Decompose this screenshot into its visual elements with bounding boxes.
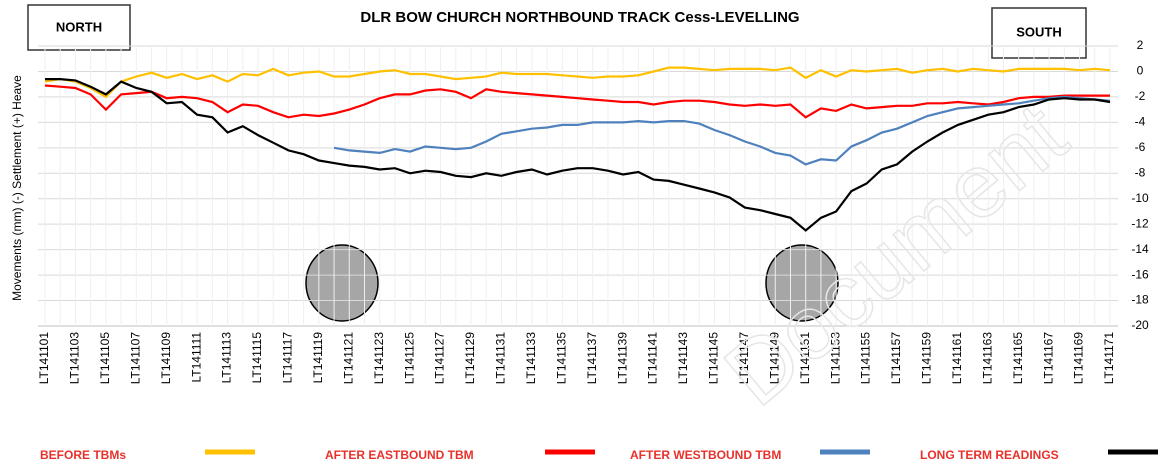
x-tick-label: LT141159 <box>920 332 934 385</box>
x-tick-label: LT141147 <box>737 332 751 385</box>
legend-label: BEFORE TBMs <box>40 448 126 462</box>
x-tick-label: LT141143 <box>676 332 690 385</box>
x-tick-label: LT141153 <box>828 332 842 385</box>
x-tick-label: LT141151 <box>798 332 812 385</box>
x-tick-label: LT141155 <box>859 332 873 385</box>
x-tick-label: LT141121 <box>341 332 355 385</box>
south-label: SOUTH <box>1016 24 1062 39</box>
x-tick-label: LT141161 <box>950 332 964 385</box>
y-axis-title: Movements (mm) (-) Settlement (+) Heave <box>10 75 24 301</box>
x-tick-label: LT141119 <box>311 332 325 384</box>
x-tick-label: LT141107 <box>128 332 142 385</box>
y-tick-label: -16 <box>1131 267 1149 281</box>
north-box <box>27 4 131 51</box>
south-box <box>991 7 1087 59</box>
y-tick-label: -6 <box>1135 140 1146 154</box>
legend-label: AFTER EASTBOUND TBM <box>325 448 474 462</box>
x-tick-label: LT141129 <box>463 332 477 385</box>
x-tick-label: LT141103 <box>68 332 82 385</box>
legend-label: AFTER WESTBOUND TBM <box>630 448 781 462</box>
legend-label: LONG TERM READINGS <box>920 448 1059 462</box>
series-line <box>44 84 1110 119</box>
x-tick-label: LT141127 <box>433 332 447 385</box>
y-tick-label: -20 <box>1131 318 1149 332</box>
y-tick-label: -2 <box>1135 89 1146 103</box>
plot: 2 0 -2 -4 -6 -8 -10 -12 -14 -16 -18 -20 LT141101 LT14… <box>37 38 1158 462</box>
x-tick-label: LT141101 <box>37 332 51 385</box>
x-tick-label: LT141157 <box>889 332 903 385</box>
series-line <box>333 95 1111 166</box>
x-tick-label: LT141115 <box>250 332 264 384</box>
y-tick-label: -10 <box>1131 191 1149 205</box>
circle <box>305 244 379 322</box>
y-tick-label: 0 <box>1137 64 1144 78</box>
circle <box>765 244 839 322</box>
series-line <box>45 78 1111 232</box>
y-tick-label: 2 <box>1137 38 1144 52</box>
x-tick-label: LT141117 <box>281 332 295 384</box>
x-tick-label: LT141105 <box>98 332 112 385</box>
x-tick-label: LT141167 <box>1041 332 1055 385</box>
x-tick-label: LT141125 <box>402 332 416 385</box>
x-tick-label: LT141131 <box>494 332 508 385</box>
x-tick-label: LT141165 <box>1011 332 1025 385</box>
x-tick-label: LT141135 <box>554 332 568 385</box>
y-tick-label: -4 <box>1135 115 1146 129</box>
x-tick-label: LT141139 <box>615 332 629 385</box>
x-tick-label: LT141171 <box>1102 332 1116 385</box>
y-tick-label: -14 <box>1131 242 1149 256</box>
x-tick-label: LT141163 <box>980 332 994 385</box>
x-tick-label: LT141145 <box>707 332 721 385</box>
x-tick-label: LT141109 <box>159 332 173 385</box>
series-line <box>44 66 1111 99</box>
x-tick-label: LT141133 <box>524 332 538 385</box>
x-tick-label: LT141137 <box>585 332 599 385</box>
y-tick-label: -12 <box>1131 216 1149 230</box>
x-tick-label: LT141123 <box>372 332 386 385</box>
chart-title: DLR BOW CHURCH NORTHBOUND TRACK Cess-LEV… <box>360 9 799 26</box>
x-tick-label: LT141111 <box>189 332 203 383</box>
north-label: NORTH <box>56 19 102 34</box>
x-tick-label: LT141113 <box>220 332 234 384</box>
y-tick-label: -18 <box>1131 293 1149 307</box>
x-tick-label: LT141141 <box>646 332 660 385</box>
x-tick-label: LT141169 <box>1072 332 1086 385</box>
x-tick-label: LT141149 <box>767 332 781 385</box>
y-tick-label: -8 <box>1135 165 1146 179</box>
